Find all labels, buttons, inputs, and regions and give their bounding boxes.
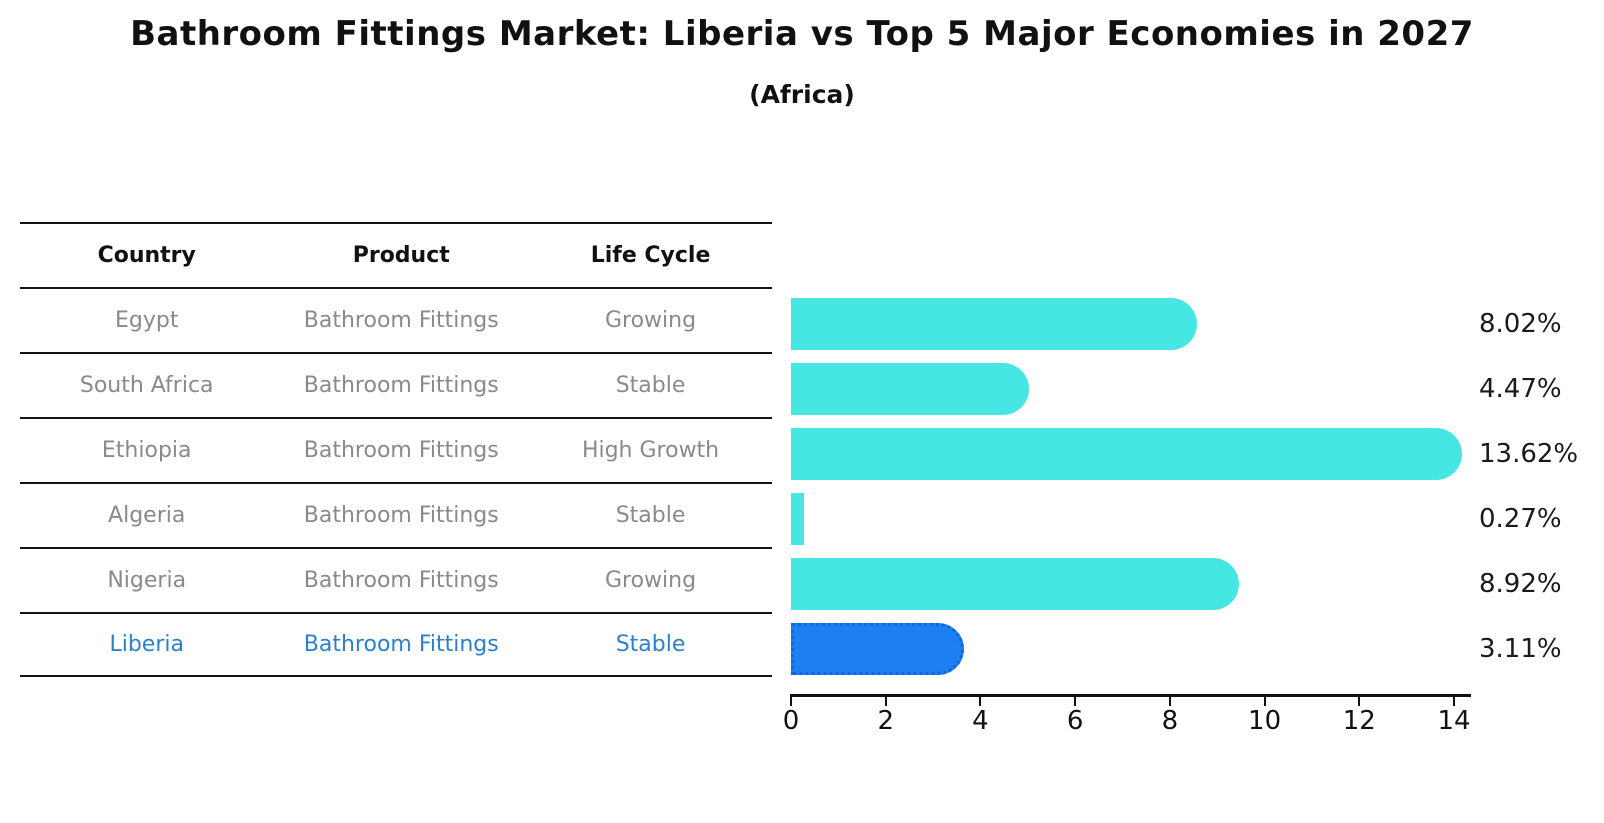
table-row: Egypt Bathroom Fittings Growing: [20, 287, 772, 352]
table-row: South Africa Bathroom Fittings Stable: [20, 352, 772, 417]
x-axis-line: [790, 694, 1471, 697]
x-axis-tick: [1074, 696, 1077, 706]
cell-country: Liberia: [109, 632, 184, 657]
cell-product: Bathroom Fittings: [303, 373, 499, 398]
bar-egypt: [791, 298, 1197, 350]
country-table: Country Product Life Cycle Egypt Bathroo…: [20, 222, 772, 677]
value-label: 3.11%: [1479, 634, 1562, 664]
chart-title: Bathroom Fittings Market: Liberia vs Top…: [130, 14, 1474, 54]
cell-life-cycle: Stable: [615, 632, 686, 657]
cell-product: Bathroom Fittings: [303, 568, 499, 593]
x-axis-tick-label: 0: [782, 706, 800, 736]
cell-life-cycle: High Growth: [581, 438, 720, 463]
x-axis-tick-label: 6: [1066, 706, 1084, 736]
bar-liberia: [791, 623, 965, 675]
x-axis-tick: [790, 696, 792, 706]
column-header-life-cycle: Life Cycle: [590, 243, 711, 268]
cell-country: Nigeria: [107, 568, 187, 593]
x-axis-tick: [979, 696, 982, 706]
column-header-product: Product: [352, 243, 450, 268]
cell-product: Bathroom Fittings: [303, 308, 499, 333]
chart-subtitle: (Africa): [749, 80, 855, 109]
x-axis-tick-label: 2: [877, 706, 894, 736]
bar-ethiopia: [791, 428, 1463, 480]
value-label: 4.47%: [1479, 374, 1562, 404]
x-axis-tick-label: 14: [1437, 706, 1471, 736]
x-axis-tick: [1453, 696, 1456, 706]
x-axis-tick: [1168, 696, 1171, 706]
table-row: Ethiopia Bathroom Fittings High Growth: [20, 417, 772, 482]
value-label: 0.27%: [1479, 504, 1562, 534]
table-row: Nigeria Bathroom Fittings Growing: [20, 547, 772, 612]
cell-country: Algeria: [108, 503, 186, 528]
bar-south-africa: [791, 363, 1029, 415]
cell-country: Ethiopia: [101, 438, 192, 463]
cell-product: Bathroom Fittings: [303, 632, 499, 657]
x-axis-tick: [884, 696, 887, 706]
cell-product: Bathroom Fittings: [303, 438, 499, 463]
bar-algeria: [791, 493, 804, 545]
column-header-country: Country: [97, 243, 196, 268]
cell-life-cycle: Stable: [615, 373, 686, 398]
cell-life-cycle: Stable: [615, 503, 686, 528]
bar-nigeria: [791, 558, 1240, 610]
table-header-row: Country Product Life Cycle: [20, 222, 772, 287]
x-axis-tick-label: 12: [1342, 706, 1376, 736]
x-axis-tick-label: 4: [972, 706, 989, 736]
table-row-liberia: Liberia Bathroom Fittings Stable: [20, 612, 772, 677]
cell-product: Bathroom Fittings: [303, 503, 499, 528]
x-axis-tick: [1358, 696, 1361, 706]
x-axis-tick-label: 8: [1161, 706, 1179, 736]
table-row: Algeria Bathroom Fittings Stable: [20, 482, 772, 547]
x-axis-tick: [1263, 696, 1266, 706]
cell-life-cycle: Growing: [604, 308, 697, 333]
value-label: 8.02%: [1479, 309, 1562, 339]
value-label: 13.62%: [1479, 439, 1579, 469]
cell-life-cycle: Growing: [604, 568, 697, 593]
cell-country: South Africa: [79, 373, 214, 398]
value-label: 8.92%: [1479, 569, 1562, 599]
cell-country: Egypt: [114, 308, 179, 333]
x-axis-tick-label: 10: [1248, 706, 1282, 736]
